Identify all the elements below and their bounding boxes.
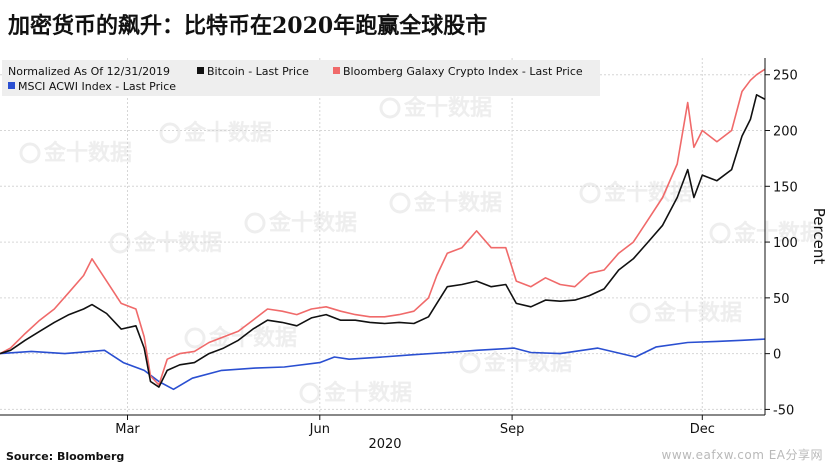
y-tick-label: 200 — [773, 125, 798, 140]
y-tick-label: 50 — [773, 292, 790, 307]
x-tick-label: Mar — [115, 422, 140, 437]
watermark-logo: 金十数据 — [709, 220, 822, 246]
watermark-logo: 金十数据 — [459, 350, 572, 376]
watermark-text: 金十数据 — [483, 350, 572, 376]
legend-swatch — [197, 67, 204, 74]
watermark-text: 金十数据 — [323, 380, 412, 406]
legend-item-label: MSCI ACWI Index - Last Price — [18, 80, 176, 93]
watermark-logo: 金十数据 — [159, 120, 272, 146]
series-line-1 — [0, 68, 766, 386]
legend-swatch — [333, 67, 340, 74]
legend-swatch — [8, 82, 15, 89]
watermark-text: 金十数据 — [603, 180, 692, 206]
y-tick-label: 100 — [773, 236, 798, 251]
site-credit: www.eafxw.com EA分享网 — [661, 448, 823, 462]
x-axis-title: 2020 — [368, 437, 401, 452]
watermark-logo: 金十数据 — [109, 230, 222, 256]
grid-lines — [0, 58, 765, 415]
x-tick-label: Jun — [309, 422, 330, 437]
x-tick-label: Dec — [690, 422, 715, 437]
watermark-logo: 金十数据 — [244, 210, 357, 236]
legend-item-label: Bloomberg Galaxy Crypto Index - Last Pri… — [343, 65, 583, 78]
series-line-2 — [0, 338, 766, 391]
legend-header: Normalized As Of 12/31/2019 — [8, 65, 170, 78]
watermark-text: 金十数据 — [183, 120, 272, 146]
watermark-text: 金十数据 — [268, 210, 357, 236]
chart-title: 加密货币的飙升：比特币在2020年跑赢全球股市 — [8, 13, 488, 39]
watermark-text: 金十数据 — [413, 190, 502, 216]
watermark-logo: 金十数据 — [379, 95, 492, 121]
y-tick-label: 0 — [773, 348, 781, 363]
watermark-text: 金十数据 — [403, 95, 492, 121]
legend-item-label: Bitcoin - Last Price — [207, 65, 309, 78]
watermark-text: 金十数据 — [133, 230, 222, 256]
watermark-logo: 金十数据 — [629, 300, 742, 326]
y-tick-label: 250 — [773, 69, 798, 84]
series-line-0 — [0, 94, 766, 388]
watermark-text: 金十数据 — [43, 140, 132, 166]
watermark-logo: 金十数据 — [389, 190, 502, 216]
x-tick-label: Sep — [500, 422, 525, 437]
series-layer — [0, 68, 766, 391]
watermark-logo: 金十数据 — [299, 380, 412, 406]
y-tick-label: -50 — [773, 403, 794, 418]
watermark-logo: 金十数据 — [579, 180, 692, 206]
legend-background — [2, 60, 600, 96]
y-axis-title: Percent — [810, 208, 828, 265]
source-note: Source: Bloomberg — [6, 450, 125, 463]
y-tick-label: 150 — [773, 180, 798, 195]
watermark-text: 金十数据 — [653, 300, 742, 326]
watermark-layer: 金十数据金十数据金十数据金十数据金十数据金十数据金十数据金十数据金十数据金十数据… — [19, 95, 822, 406]
axes: -50 0 50 100 150 200 250 Mar Jun Sep Dec 2020 Percen… — [0, 58, 828, 452]
legend: Normalized As Of 12/31/2019 Bitcoin - Las… — [2, 60, 600, 96]
watermark-text: 金十数据 — [733, 220, 822, 246]
watermark-logo: 金十数据 — [19, 140, 132, 166]
